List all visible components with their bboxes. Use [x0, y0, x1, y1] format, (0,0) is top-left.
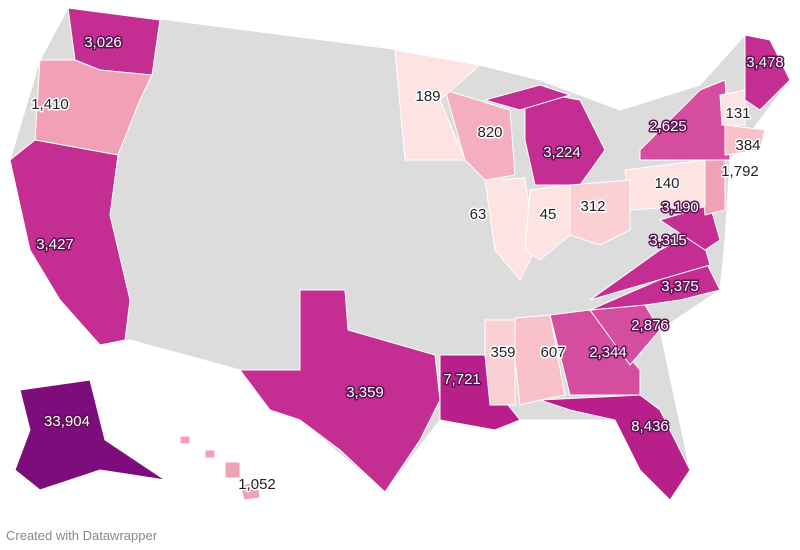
- labels: 3,026 1,410 3,427 33,904 1,052 3,359 7,721 359 6…: [30, 32, 786, 494]
- value-label: 140: [654, 175, 679, 192]
- footer: Created with Datawrapper: [6, 528, 158, 543]
- value-label: 3,224: [543, 144, 581, 161]
- value-label: 3,478: [746, 54, 784, 71]
- region: [744, 34, 791, 111]
- value-label: 359: [490, 344, 515, 361]
- region: [179, 435, 191, 445]
- value-label: 2,625: [649, 118, 687, 135]
- value-label: 820: [477, 124, 502, 141]
- value-label: 384: [735, 137, 760, 154]
- region: [524, 184, 571, 261]
- region: [204, 449, 216, 459]
- value-label: 312: [580, 198, 605, 215]
- value-label: 3,359: [346, 384, 384, 401]
- region: [239, 289, 441, 493]
- value-label: 607: [540, 344, 565, 361]
- region: [484, 177, 536, 281]
- region: [444, 89, 516, 181]
- value-label: 1,052: [238, 476, 276, 493]
- value-label: 2,876: [631, 317, 669, 334]
- value-label: 3,026: [84, 34, 122, 51]
- value-label: 2,344: [589, 344, 627, 361]
- value-label: 1,410: [31, 96, 69, 113]
- value-label: 131: [725, 105, 750, 122]
- value-label: 8,436: [631, 418, 669, 435]
- region: [483, 84, 572, 111]
- region: [549, 309, 641, 396]
- value-label: 33,904: [44, 413, 90, 430]
- region: [658, 204, 721, 251]
- region: [569, 179, 631, 246]
- value-label: 1,792: [721, 163, 759, 180]
- value-label: 189: [415, 88, 440, 105]
- region: [539, 394, 691, 501]
- regions: [9, 7, 791, 501]
- value-label: 3,190: [661, 199, 699, 216]
- region: [14, 379, 166, 491]
- region: [724, 124, 766, 156]
- region: [9, 139, 131, 346]
- value-label: 63: [470, 206, 487, 223]
- value-label: 7,721: [443, 371, 481, 388]
- value-label: 3,427: [36, 236, 74, 253]
- region: [224, 461, 241, 479]
- value-label: 3,315: [649, 232, 687, 249]
- value-label: 3,375: [661, 278, 699, 295]
- region: [719, 89, 746, 126]
- region: [239, 481, 261, 501]
- region: [394, 49, 482, 161]
- region: [484, 319, 516, 406]
- value-label: 45: [540, 206, 557, 223]
